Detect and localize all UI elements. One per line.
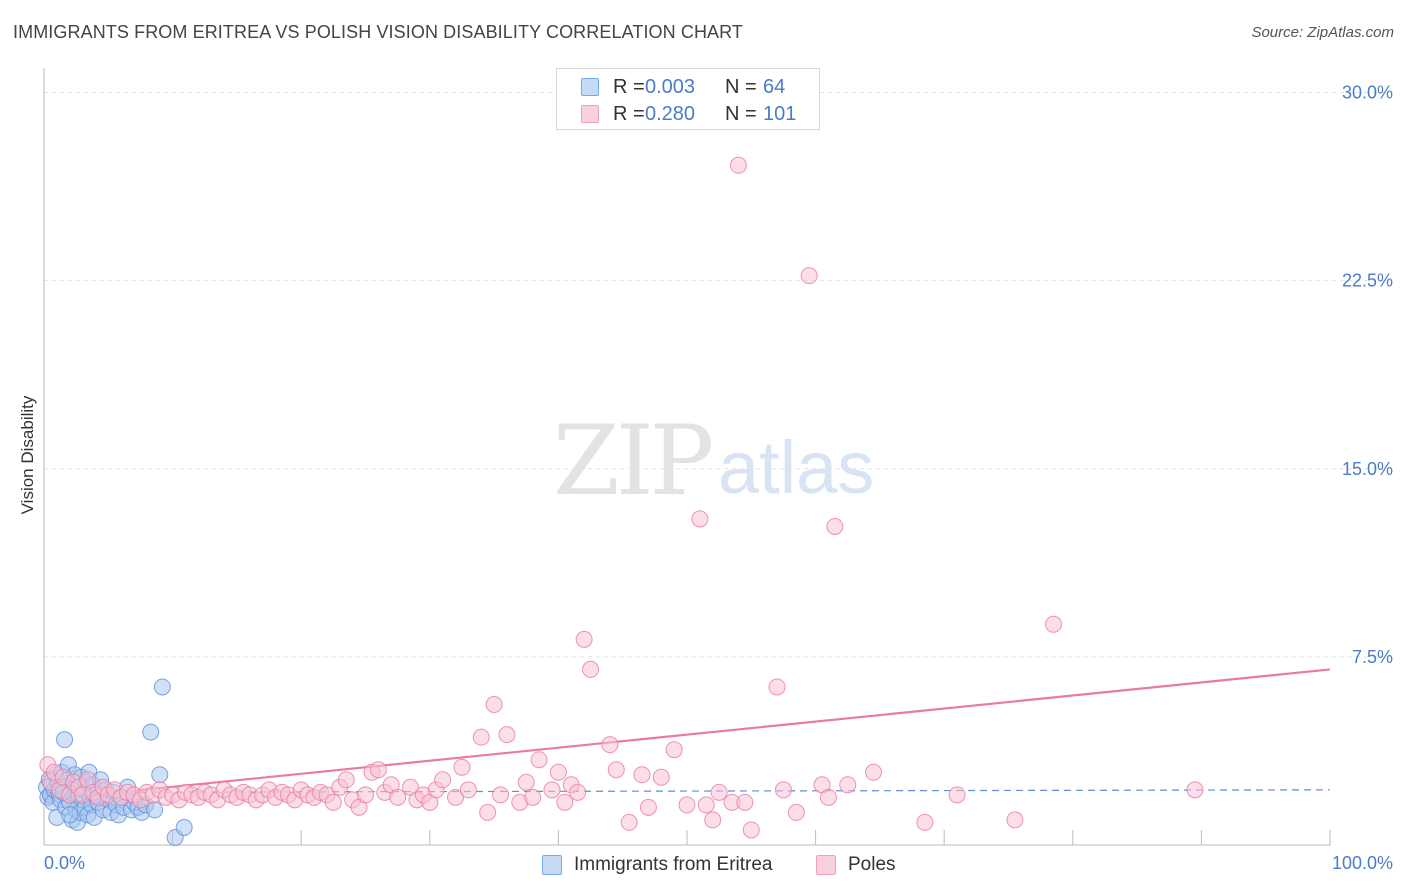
point-poles bbox=[337, 771, 355, 789]
point-poles bbox=[652, 768, 670, 786]
legend-swatch-eritrea bbox=[581, 78, 599, 96]
point-poles bbox=[768, 678, 786, 696]
point-poles bbox=[742, 821, 760, 839]
point-eritrea bbox=[142, 723, 160, 741]
axes bbox=[43, 68, 1331, 846]
point-poles bbox=[620, 813, 638, 831]
point-poles bbox=[916, 813, 934, 831]
point-poles bbox=[459, 781, 477, 799]
legend-swatch-eritrea bbox=[542, 855, 562, 875]
source-label: Source: ZipAtlas.com bbox=[1251, 24, 1394, 41]
point-poles bbox=[549, 763, 567, 781]
point-poles bbox=[704, 811, 722, 829]
point-poles bbox=[324, 793, 342, 811]
point-poles bbox=[357, 786, 374, 804]
point-poles bbox=[864, 763, 882, 781]
legend-label-poles: Poles bbox=[848, 854, 896, 875]
x-tick-label: 100.0% bbox=[1332, 853, 1393, 873]
watermark-zip: ZIP bbox=[553, 405, 714, 517]
chart-title: IMMIGRANTS FROM ERITREA VS POLISH VISION… bbox=[13, 22, 744, 42]
point-poles bbox=[710, 783, 728, 801]
legend-item-poles[interactable]: Poles bbox=[816, 852, 896, 878]
legend-label-eritrea: Immigrants from Eritrea bbox=[574, 854, 773, 875]
point-eritrea bbox=[146, 801, 164, 819]
point-eritrea bbox=[175, 818, 193, 836]
trend-lines bbox=[43, 668, 1331, 801]
point-poles bbox=[691, 510, 709, 528]
point-poles bbox=[819, 788, 837, 806]
point-poles bbox=[453, 758, 471, 776]
point-eritrea bbox=[56, 731, 74, 749]
legend-n-label: N = bbox=[725, 102, 757, 125]
point-poles bbox=[556, 793, 574, 811]
watermark-atlas: atlas bbox=[718, 426, 875, 509]
point-poles bbox=[485, 696, 503, 714]
legend-r-label: R = bbox=[613, 102, 645, 125]
series-legend: Immigrants from Eritrea Poles bbox=[0, 852, 1406, 878]
point-poles bbox=[839, 776, 857, 794]
y-tick-label: 7.5% bbox=[1352, 647, 1393, 667]
point-poles bbox=[389, 788, 407, 806]
point-poles bbox=[369, 761, 387, 779]
y-tick-label: 22.5% bbox=[1342, 271, 1393, 291]
legend-n-label: N = bbox=[725, 75, 757, 98]
point-poles bbox=[569, 783, 587, 801]
point-poles bbox=[826, 517, 844, 535]
point-poles bbox=[479, 803, 497, 821]
point-poles bbox=[948, 786, 966, 804]
gridlines bbox=[44, 92, 1390, 658]
point-eritrea bbox=[153, 678, 171, 696]
series-poles-points bbox=[39, 156, 1204, 839]
point-poles bbox=[1186, 781, 1204, 799]
legend-row-eritrea: R = 0.003 N = 64 bbox=[581, 74, 785, 100]
point-poles bbox=[517, 773, 535, 791]
point-poles bbox=[601, 736, 619, 754]
point-poles bbox=[633, 766, 651, 784]
point-poles bbox=[665, 741, 683, 759]
point-poles bbox=[1045, 615, 1063, 633]
point-poles bbox=[543, 781, 561, 799]
legend-r-value: 0.003 bbox=[645, 75, 696, 98]
point-eritrea bbox=[61, 806, 79, 824]
point-poles bbox=[498, 726, 516, 744]
legend-n-value: 101 bbox=[763, 102, 797, 125]
legend-n-value: 64 bbox=[763, 75, 786, 98]
point-poles bbox=[697, 796, 715, 814]
series-eritrea-points bbox=[38, 678, 193, 846]
point-poles bbox=[787, 803, 805, 821]
point-poles bbox=[800, 267, 818, 285]
point-poles bbox=[582, 660, 600, 678]
legend-swatch-poles bbox=[581, 105, 599, 123]
point-poles bbox=[575, 630, 593, 648]
point-poles bbox=[729, 156, 747, 174]
point-poles bbox=[530, 751, 548, 769]
point-poles bbox=[447, 788, 465, 806]
stats-legend: R = 0.003 N = 64 R = 0.280 N = 101 bbox=[556, 68, 820, 130]
y-tick-label: 30.0% bbox=[1342, 83, 1393, 103]
tick-labels: 7.5% 15.0% 22.5% 30.0% 0.0% 100.0% bbox=[44, 83, 1393, 873]
point-poles bbox=[774, 781, 792, 799]
point-poles bbox=[434, 771, 452, 789]
point-poles bbox=[1006, 811, 1024, 829]
point-eritrea bbox=[151, 766, 169, 784]
point-poles bbox=[472, 728, 490, 746]
trend-line-poles bbox=[43, 668, 1331, 801]
legend-item-eritrea[interactable]: Immigrants from Eritrea bbox=[542, 852, 772, 878]
point-poles bbox=[736, 793, 754, 811]
y-tick-label: 15.0% bbox=[1342, 459, 1393, 479]
point-poles bbox=[492, 786, 510, 804]
point-poles bbox=[678, 796, 696, 814]
trend-line-eritrea bbox=[43, 789, 1331, 793]
point-poles bbox=[639, 798, 657, 816]
point-poles bbox=[607, 761, 625, 779]
point-poles bbox=[524, 788, 542, 806]
x-tick-label: 0.0% bbox=[44, 853, 85, 873]
legend-r-value: 0.280 bbox=[645, 102, 696, 125]
legend-r-label: R = bbox=[613, 75, 645, 98]
legend-swatch-poles bbox=[816, 855, 836, 875]
legend-row-poles: R = 0.280 N = 101 bbox=[581, 101, 796, 127]
